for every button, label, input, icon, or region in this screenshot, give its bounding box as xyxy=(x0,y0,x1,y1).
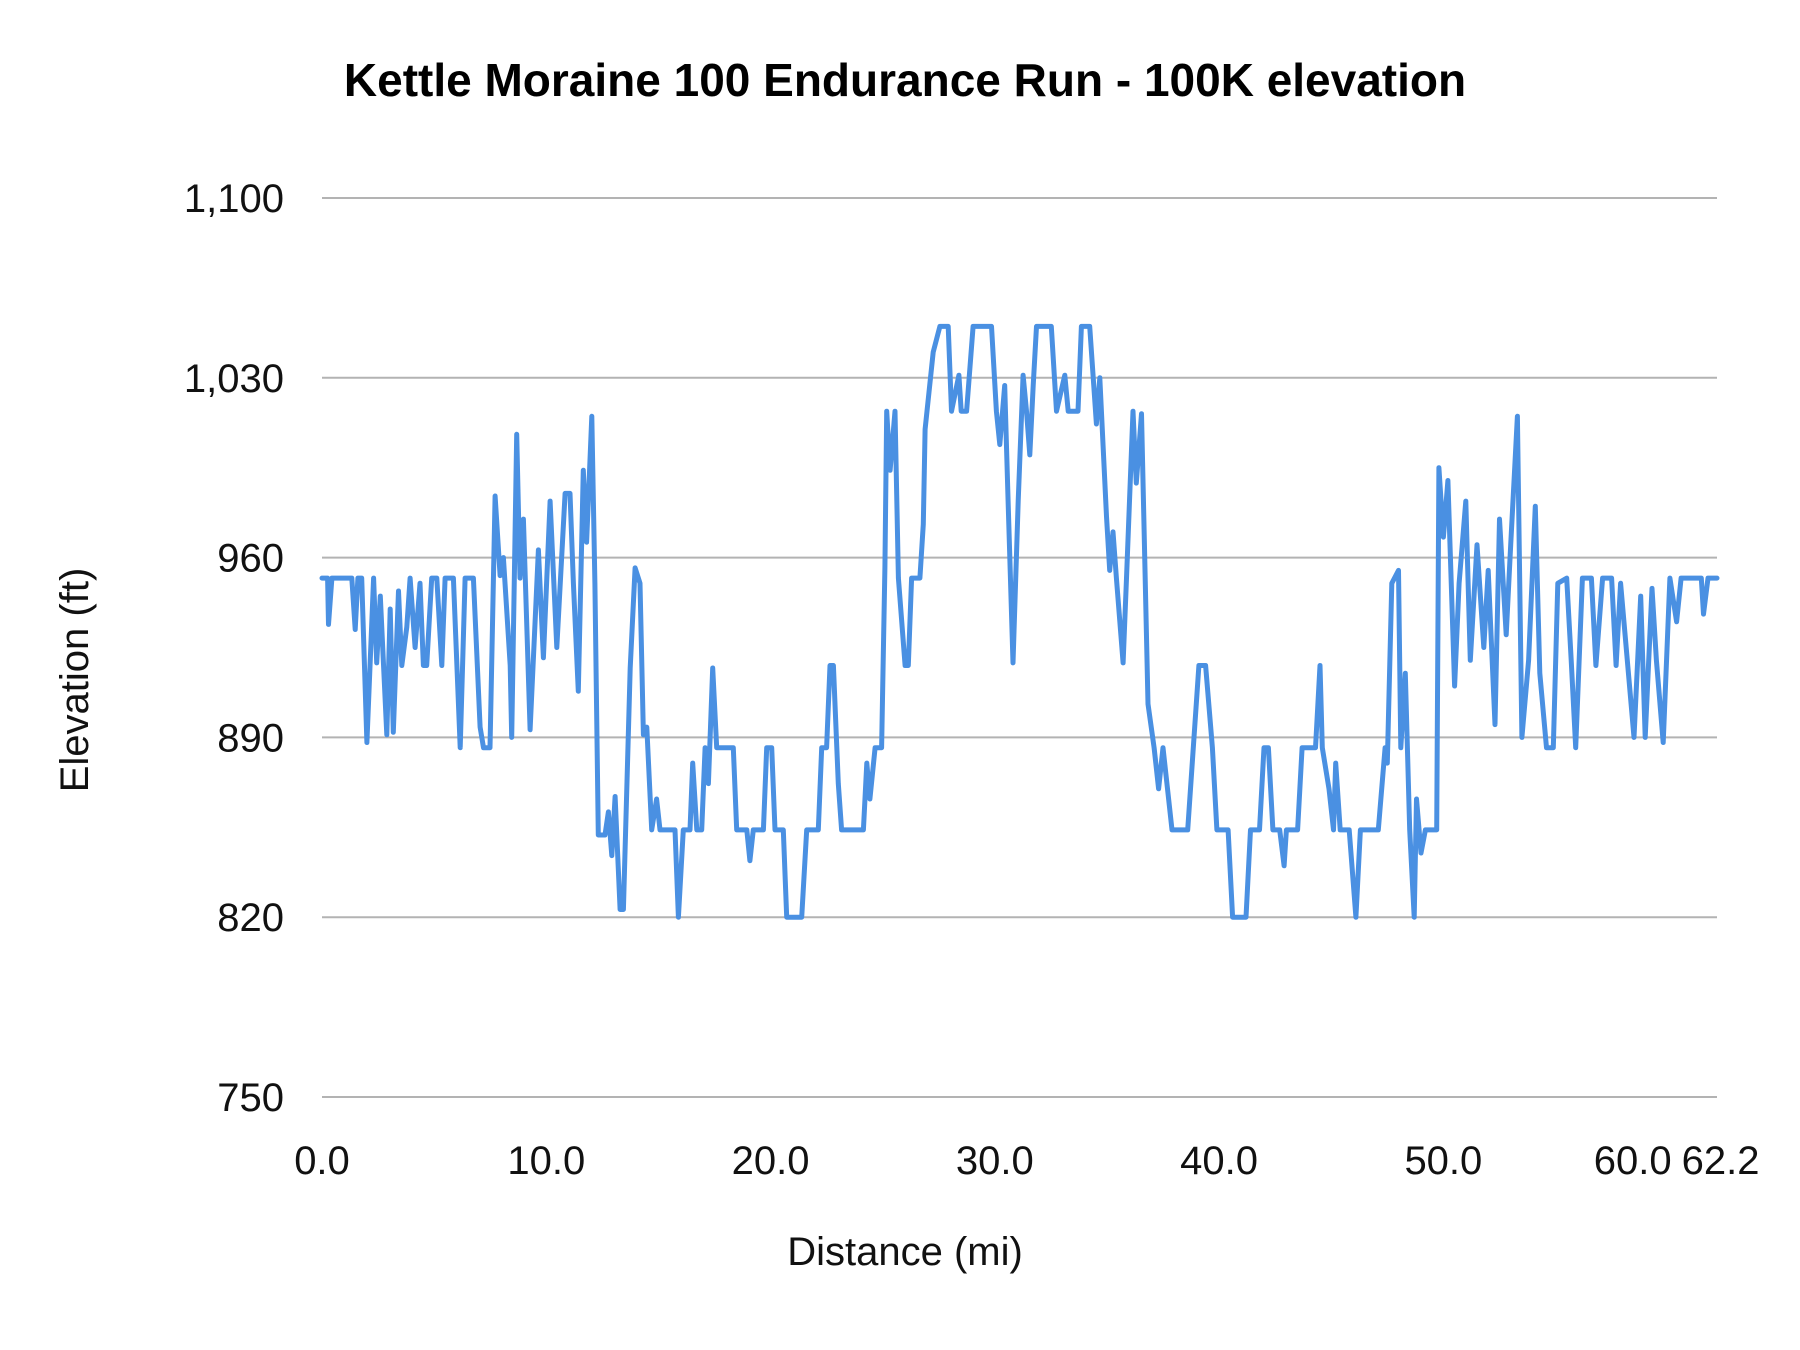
y-tick-label: 750 xyxy=(217,1076,284,1120)
x-tick-label: 60.0 xyxy=(1594,1139,1672,1183)
x-tick-label: 0.0 xyxy=(294,1139,350,1183)
series-line xyxy=(319,323,1720,920)
y-tick-label: 1,030 xyxy=(184,357,284,401)
y-tick-label: 890 xyxy=(217,716,284,760)
x-tick-label: 20.0 xyxy=(732,1139,810,1183)
y-tick-label: 820 xyxy=(217,896,284,940)
x-tick-label: 62.2 xyxy=(1682,1139,1760,1183)
x-tick-label: 30.0 xyxy=(956,1139,1034,1183)
x-tick-label: 40.0 xyxy=(1180,1139,1258,1183)
x-tick-label: 10.0 xyxy=(507,1139,585,1183)
chart-title: Kettle Moraine 100 Endurance Run - 100K … xyxy=(344,54,1466,106)
y-tick-label: 960 xyxy=(217,537,284,581)
y-tick-label: 1,100 xyxy=(184,177,284,221)
y-axis-title: Elevation (ft) xyxy=(53,568,97,793)
x-tick-label: 50.0 xyxy=(1404,1139,1482,1183)
gridlines xyxy=(322,197,1717,1098)
x-axis-title: Distance (mi) xyxy=(787,1230,1023,1274)
x-axis-ticks: 0.0 10.0 20.0 30.0 40.0 50.0 60.0 62.2 xyxy=(294,1139,1759,1183)
y-axis-ticks: 750 820 890 960 1,030 1,100 xyxy=(184,177,284,1120)
